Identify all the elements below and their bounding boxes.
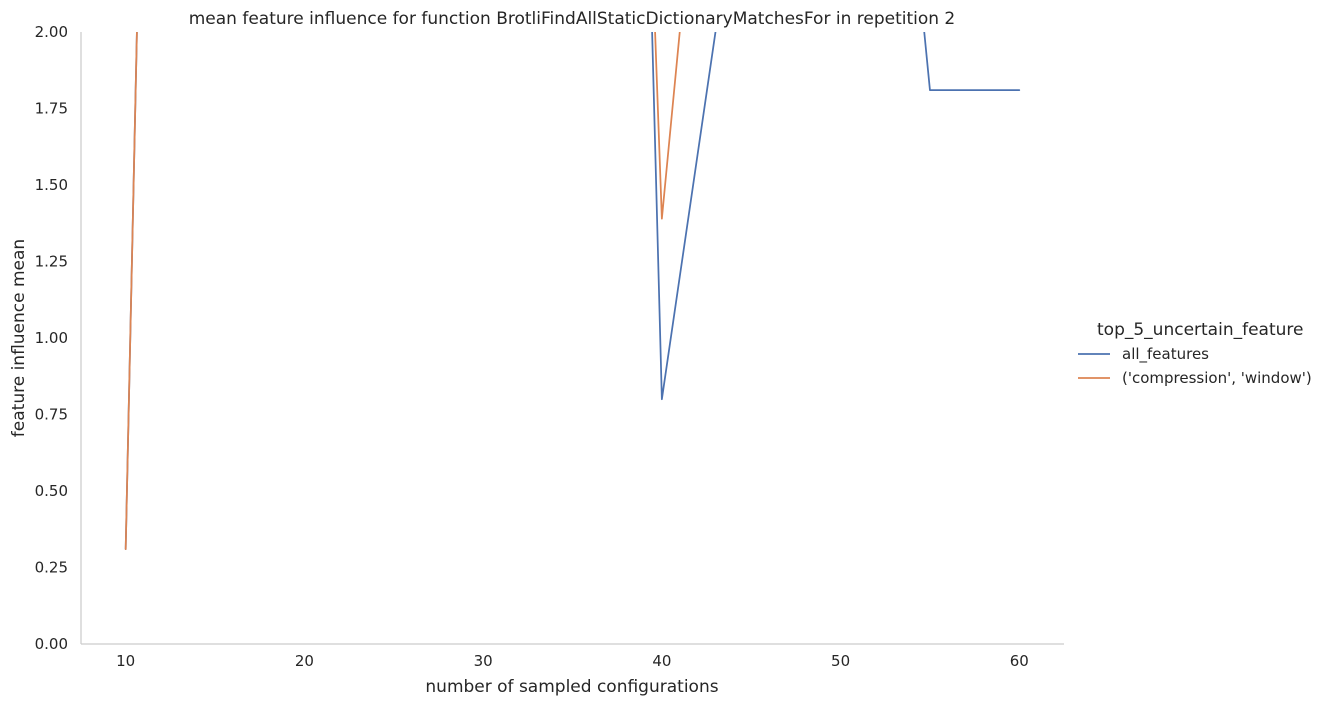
y-tick-label: 0.75 bbox=[35, 406, 68, 424]
x-axis-label: number of sampled configurations bbox=[425, 677, 718, 697]
legend-title: top_5_uncertain_feature bbox=[1097, 320, 1303, 340]
x-tick-label: 50 bbox=[831, 652, 850, 670]
x-tick-label: 20 bbox=[295, 652, 314, 670]
plot-lines bbox=[124, 32, 1021, 551]
y-tick-label: 1.00 bbox=[35, 329, 68, 347]
y-tick-label: 0.00 bbox=[35, 635, 68, 653]
legend-entry-label: ('compression', 'window') bbox=[1122, 369, 1312, 387]
x-tick-label: 60 bbox=[1010, 652, 1029, 670]
y-tick-label: 2.00 bbox=[35, 23, 68, 41]
series-line-0 bbox=[124, 32, 1021, 551]
chart-title: mean feature influence for function Brot… bbox=[189, 9, 956, 29]
y-tick-label: 1.75 bbox=[35, 100, 68, 118]
y-tick-label: 0.50 bbox=[35, 482, 68, 500]
y-axis-label: feature influence mean bbox=[9, 239, 29, 437]
y-tick-label: 0.25 bbox=[35, 559, 68, 577]
x-tick-label: 10 bbox=[116, 652, 135, 670]
series-line-1 bbox=[124, 32, 681, 551]
y-ticks: 0.00 0.25 0.50 0.75 1.00 1.25 1.50 1.75 2.00 bbox=[35, 23, 68, 653]
y-tick-label: 1.50 bbox=[35, 176, 68, 194]
legend-entry-label: all_features bbox=[1122, 345, 1209, 364]
legend-items: all_features ('compression', 'window') bbox=[1078, 345, 1312, 387]
x-tick-label: 40 bbox=[652, 652, 671, 670]
legend: top_5_uncertain_feature all_features ('co… bbox=[1078, 320, 1312, 387]
x-ticks: 10 20 30 40 50 60 bbox=[116, 652, 1029, 670]
axes bbox=[80, 32, 1064, 645]
y-tick-label: 1.25 bbox=[35, 253, 68, 271]
x-tick-label: 30 bbox=[474, 652, 493, 670]
